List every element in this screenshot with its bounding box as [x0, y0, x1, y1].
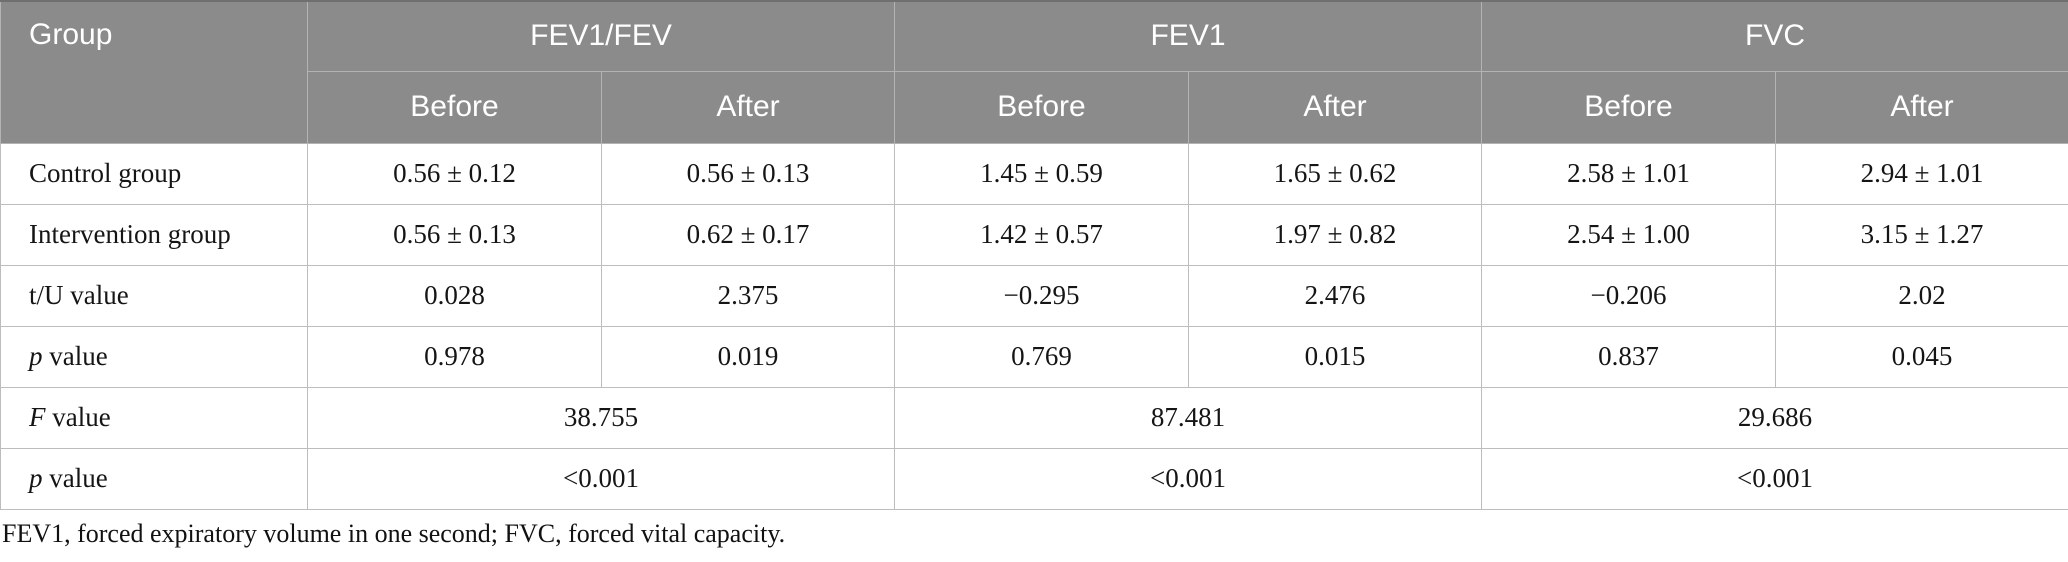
data-cell: 87.481: [894, 386, 1482, 449]
measure-group-header: FVC: [1481, 0, 2068, 72]
period-header: Before: [307, 70, 602, 144]
results-table: Group FEV1/FEV FEV1 FVC Before After Before Aft…: [0, 0, 2068, 510]
row-label-text: value: [45, 402, 111, 432]
period-header: Before: [894, 70, 1189, 144]
data-cell: <0.001: [1481, 447, 2068, 510]
data-cell: 2.375: [601, 264, 895, 327]
row-label-cell: F value: [0, 386, 308, 449]
row-label-text: value: [42, 341, 108, 371]
row-label-cell: p value: [0, 447, 308, 510]
measure-group-header: FEV1/FEV: [307, 0, 895, 72]
row-label-cell: Control group: [0, 142, 308, 205]
corner-header-group: Group: [0, 0, 308, 144]
measure-group-header: FEV1: [894, 0, 1482, 72]
table-row: p value <0.001 <0.001 <0.001: [0, 447, 2068, 510]
data-cell: <0.001: [894, 447, 1482, 510]
data-cell: 0.56 ± 0.12: [307, 142, 602, 205]
period-header: After: [1188, 70, 1482, 144]
data-cell: 0.978: [307, 325, 602, 388]
data-cell: 2.476: [1188, 264, 1482, 327]
header-row-periods: Before After Before After Before After: [1, 70, 2068, 144]
row-label-text: p: [29, 463, 43, 493]
row-label-cell: t/U value: [0, 264, 308, 327]
data-cell: −0.295: [894, 264, 1189, 327]
table-footnote: FEV1, forced expiratory volume in one se…: [2, 518, 786, 548]
row-label-cell: p value: [0, 325, 308, 388]
row-label-text: Intervention group: [29, 219, 231, 249]
row-label-text: t/U value: [29, 280, 129, 310]
data-cell: 0.62 ± 0.17: [601, 203, 895, 266]
row-label-text: p: [29, 341, 43, 371]
row-label-text: Control group: [29, 158, 182, 188]
data-cell: 1.97 ± 0.82: [1188, 203, 1482, 266]
data-cell: 38.755: [307, 386, 895, 449]
data-cell: 0.56 ± 0.13: [307, 203, 602, 266]
data-cell: 2.02: [1775, 264, 2068, 327]
table-row: Control group 0.56 ± 0.12 0.56 ± 0.13 1.45 …: [0, 142, 2068, 205]
data-cell: 1.42 ± 0.57: [894, 203, 1189, 266]
data-cell: 29.686: [1481, 386, 2068, 449]
data-cell: 1.45 ± 0.59: [894, 142, 1189, 205]
data-cell: 2.58 ± 1.01: [1481, 142, 1776, 205]
header-row-measures: Group FEV1/FEV FEV1 FVC: [0, 0, 2068, 144]
table-row: Intervention group 0.56 ± 0.13 0.62 ± 0.17…: [0, 203, 2068, 266]
table-row: t/U value 0.028 2.375 −0.295 2.476 −0.206 2.02: [0, 264, 2068, 327]
data-cell: −0.206: [1481, 264, 1776, 327]
table-header: Group FEV1/FEV FEV1 FVC Before After Before Aft…: [0, 0, 2068, 144]
row-label-text: F: [29, 402, 46, 432]
data-cell: 2.94 ± 1.01: [1775, 142, 2068, 205]
data-cell: 0.019: [601, 325, 895, 388]
data-cell: 0.769: [894, 325, 1189, 388]
data-cell: 0.028: [307, 264, 602, 327]
period-header: After: [601, 70, 895, 144]
data-cell: 3.15 ± 1.27: [1775, 203, 2068, 266]
table-row: p value 0.978 0.019 0.769 0.015 0.837 0.045: [0, 325, 2068, 388]
row-label-text: value: [42, 463, 108, 493]
row-label-cell: Intervention group: [0, 203, 308, 266]
data-cell: 2.54 ± 1.00: [1481, 203, 1776, 266]
data-cell: 0.837: [1481, 325, 1776, 388]
period-header: Before: [1481, 70, 1776, 144]
table-row: F value 38.755 87.481 29.686: [0, 386, 2068, 449]
data-cell: 0.015: [1188, 325, 1482, 388]
data-cell: <0.001: [307, 447, 895, 510]
data-cell: 1.65 ± 0.62: [1188, 142, 1482, 205]
data-cell: 0.045: [1775, 325, 2068, 388]
period-header: After: [1775, 70, 2068, 144]
data-cell: 0.56 ± 0.13: [601, 142, 895, 205]
table-body: Control group 0.56 ± 0.12 0.56 ± 0.13 1.45 …: [0, 142, 2068, 510]
